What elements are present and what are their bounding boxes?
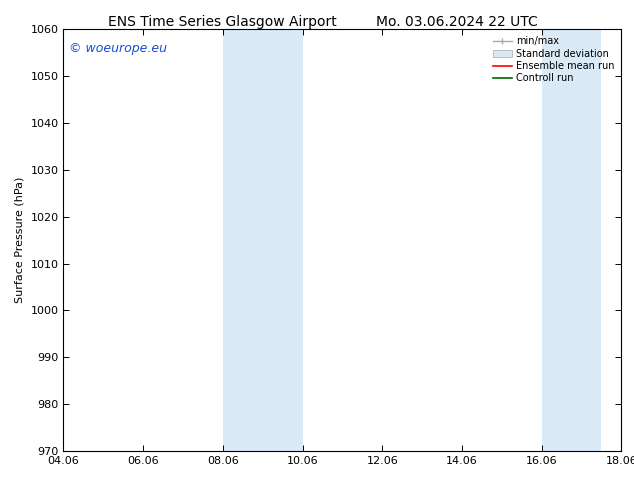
Text: ENS Time Series Glasgow Airport: ENS Time Series Glasgow Airport <box>108 15 336 29</box>
Bar <box>250 29 302 451</box>
Text: Mo. 03.06.2024 22 UTC: Mo. 03.06.2024 22 UTC <box>375 15 538 29</box>
Bar <box>541 29 562 451</box>
Legend: min/max, Standard deviation, Ensemble mean run, Controll run: min/max, Standard deviation, Ensemble me… <box>491 34 616 85</box>
Text: © woeurope.eu: © woeurope.eu <box>69 42 167 55</box>
Bar <box>223 29 250 451</box>
Y-axis label: Surface Pressure (hPa): Surface Pressure (hPa) <box>15 177 25 303</box>
Bar <box>562 29 602 451</box>
